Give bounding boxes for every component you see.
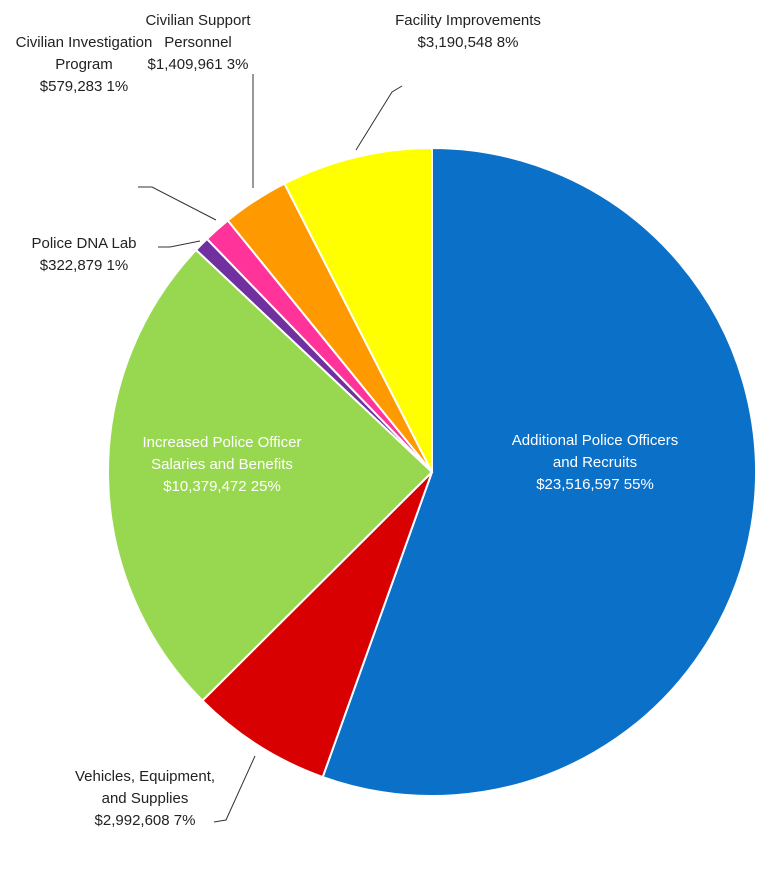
value-label: $1,409,961 — [147, 56, 223, 73]
slice-label: Increased Police Officer Salaries and Be… — [127, 432, 317, 498]
percent-label: 55% — [623, 476, 654, 493]
category-label: Police DNA Lab — [31, 235, 137, 252]
value-label: $322,879 — [39, 257, 103, 274]
slice-label: Additional Police Officers and Recruits … — [505, 430, 685, 496]
category-label: Civilian Support Personnel — [145, 12, 251, 51]
slice-label: Police DNA Lab $322,879 1% — [4, 233, 164, 277]
slice-label: Civilian Investigation Program $579,283 … — [14, 32, 154, 98]
value-label: $2,992,608 — [94, 812, 170, 829]
slice-label: Civilian Support Personnel $1,409,961 3% — [118, 10, 278, 76]
leader-line — [355, 85, 403, 151]
category-label: Facility Improvements — [395, 12, 541, 29]
percent-label: 1% — [106, 257, 129, 274]
value-label: $579,283 — [39, 78, 103, 95]
category-label: Additional Police Officers and Recruits — [511, 432, 679, 471]
category-label: Increased Police Officer Salaries and Be… — [142, 434, 302, 473]
pie-slice — [107, 248, 434, 703]
percent-label: 7% — [173, 812, 196, 829]
pie-slice — [321, 146, 757, 797]
value-label: $10,379,472 — [163, 478, 247, 495]
category-label: Vehicles, Equipment, and Supplies — [74, 768, 216, 807]
value-label: $3,190,548 — [417, 34, 493, 51]
percent-label: 25% — [250, 478, 281, 495]
leader-line — [213, 755, 256, 823]
leader-line — [158, 240, 201, 248]
slice-label: Facility Improvements $3,190,548 8% — [393, 10, 543, 54]
value-label: $23,516,597 — [536, 476, 620, 493]
percent-label: 8% — [496, 34, 519, 51]
percent-label: 3% — [226, 56, 249, 73]
pie-slice — [200, 471, 433, 779]
leader-line — [138, 186, 217, 221]
percent-label: 1% — [106, 78, 129, 95]
category-label: Civilian Investigation Program — [15, 34, 153, 73]
slice-label: Vehicles, Equipment, and Supplies $2,992… — [70, 766, 220, 832]
pie-slice — [283, 146, 433, 473]
